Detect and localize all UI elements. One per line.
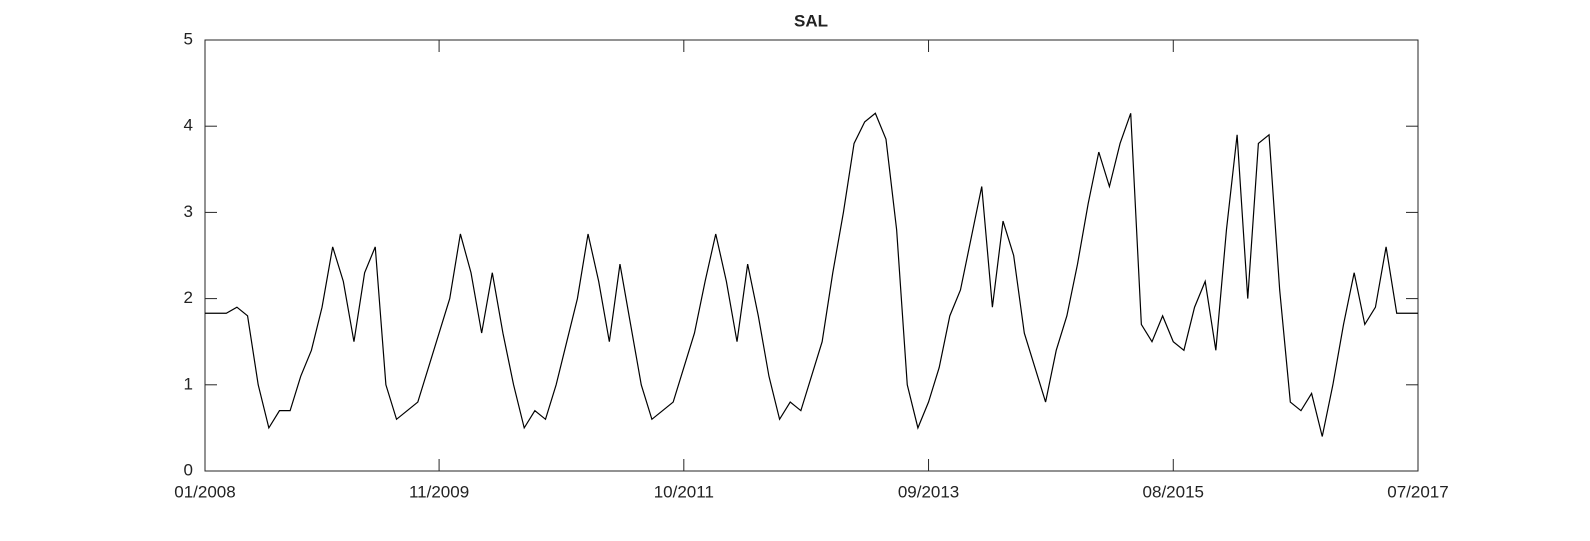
x-tick-label: 07/2017: [1387, 482, 1448, 501]
chart-title: SAL: [794, 11, 828, 30]
data-line: [205, 112, 1418, 437]
y-tick-label: 5: [184, 29, 193, 48]
y-tick-label: 2: [184, 288, 193, 307]
x-tick-label: 11/2009: [409, 482, 469, 501]
plot-box: [204, 39, 1419, 472]
x-tick-label: 09/2013: [898, 482, 959, 501]
y-tick-label: 1: [184, 374, 193, 393]
y-tick-label: 0: [184, 460, 193, 479]
x-tick-label: 10/2011: [654, 482, 714, 501]
x-tick-label: 08/2015: [1143, 482, 1204, 501]
y-tick-label: 4: [184, 116, 193, 135]
x-tick-label: 01/2008: [174, 482, 235, 501]
y-tick-label: 3: [184, 202, 193, 221]
